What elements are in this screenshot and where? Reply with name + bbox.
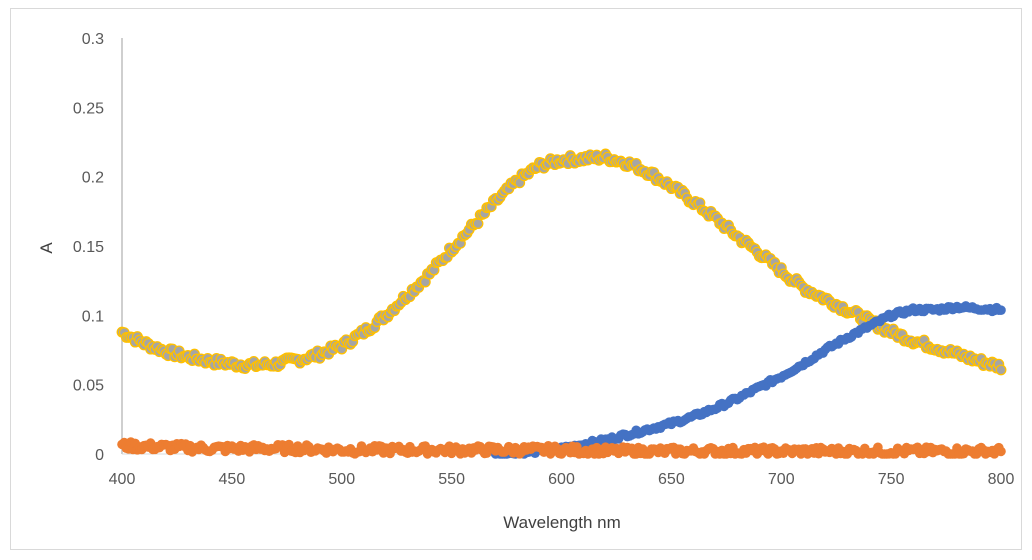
x-tick-label: 600 xyxy=(548,471,575,488)
tick-labels: 400 450 500 550 600 650 700 750 800 0 0.05 0.1 0.15 0… xyxy=(73,31,1015,488)
series-1 xyxy=(116,148,1007,376)
series-2 xyxy=(490,301,1006,459)
series-layer xyxy=(116,148,1007,459)
x-tick-label: 450 xyxy=(219,471,246,488)
x-tick-label: 750 xyxy=(878,471,905,488)
data-point xyxy=(472,218,484,230)
x-tick-label: 650 xyxy=(658,471,685,488)
x-tick-label: 400 xyxy=(109,471,136,488)
y-tick-label: 0.2 xyxy=(82,170,104,187)
axes xyxy=(121,38,1001,455)
y-tick-label: 0.25 xyxy=(73,100,104,117)
x-tick-label: 500 xyxy=(328,471,355,488)
x-tick-label: 800 xyxy=(988,471,1015,488)
data-point xyxy=(996,446,1006,457)
x-tick-label: 700 xyxy=(768,471,795,488)
series-3 xyxy=(117,437,1006,459)
y-tick-label: 0.15 xyxy=(73,239,104,256)
y-tick-label: 0 xyxy=(95,447,104,464)
chart-frame xyxy=(10,8,1022,550)
x-tick-label: 550 xyxy=(438,471,465,488)
y-axis-title: A xyxy=(37,242,56,254)
y-tick-label: 0.3 xyxy=(82,31,104,48)
y-tick-label: 0.1 xyxy=(82,308,104,325)
x-axis-title: Wavelength nm xyxy=(503,513,620,532)
data-point xyxy=(995,364,1007,376)
data-point xyxy=(996,305,1006,316)
y-tick-label: 0.05 xyxy=(73,378,104,395)
